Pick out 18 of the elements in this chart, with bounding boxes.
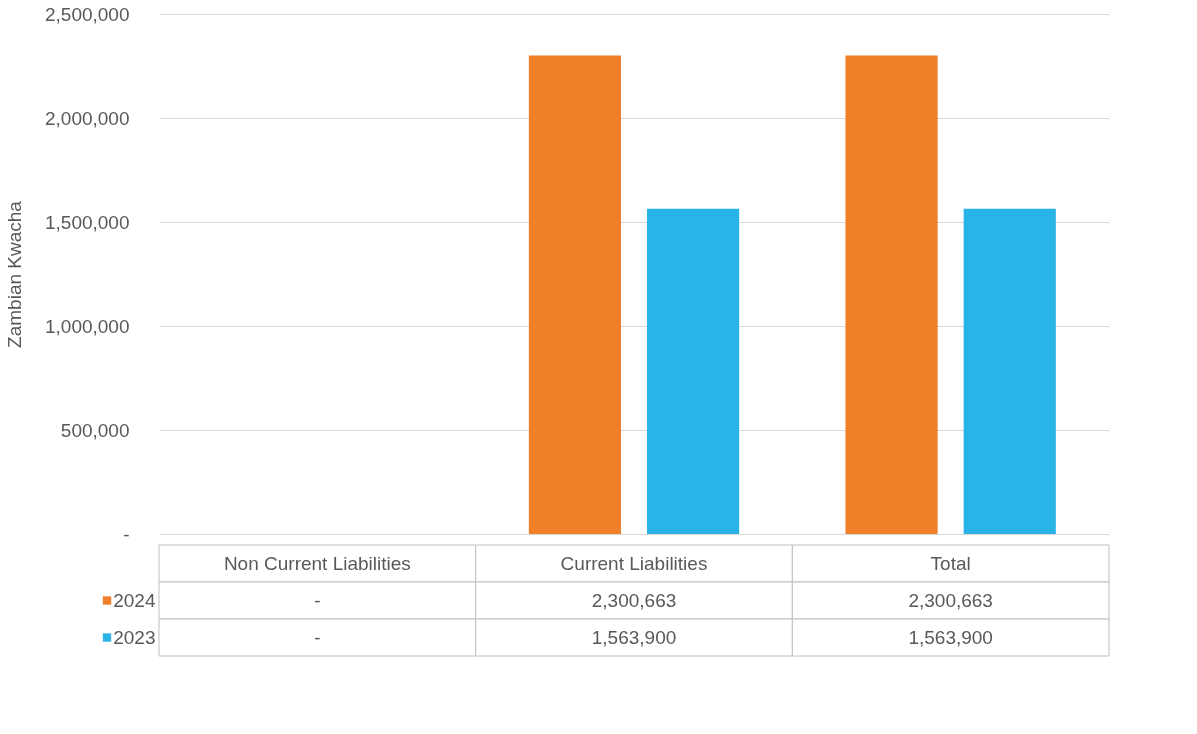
y-tick-label: 2,000,000 [44, 107, 130, 129]
x-tick-label: Non Current Liabilities [223, 552, 411, 574]
y-tick-label: 1,000,000 [44, 315, 130, 337]
legend-label: 2023 [113, 626, 156, 648]
x-tick-label: Current Liabilities [560, 552, 708, 574]
data-label: 2,300,663 [908, 589, 993, 611]
data-label: 1,563,900 [908, 626, 993, 648]
x-tick-label: Total [930, 552, 971, 574]
data-label: - [314, 589, 321, 611]
y-tick-label: 1,500,000 [44, 211, 130, 233]
legend-label: 2024 [113, 589, 156, 611]
data-label: - [314, 626, 321, 648]
data-label: 1,563,900 [591, 626, 677, 648]
y-axis-title: Zambian Kwacha [3, 200, 25, 348]
y-tick-label: 2,500,000 [44, 3, 130, 25]
y-tick-label: 500,000 [60, 419, 130, 441]
data-label: 2,300,663 [591, 589, 677, 611]
y-tick-label: - [123, 523, 130, 545]
